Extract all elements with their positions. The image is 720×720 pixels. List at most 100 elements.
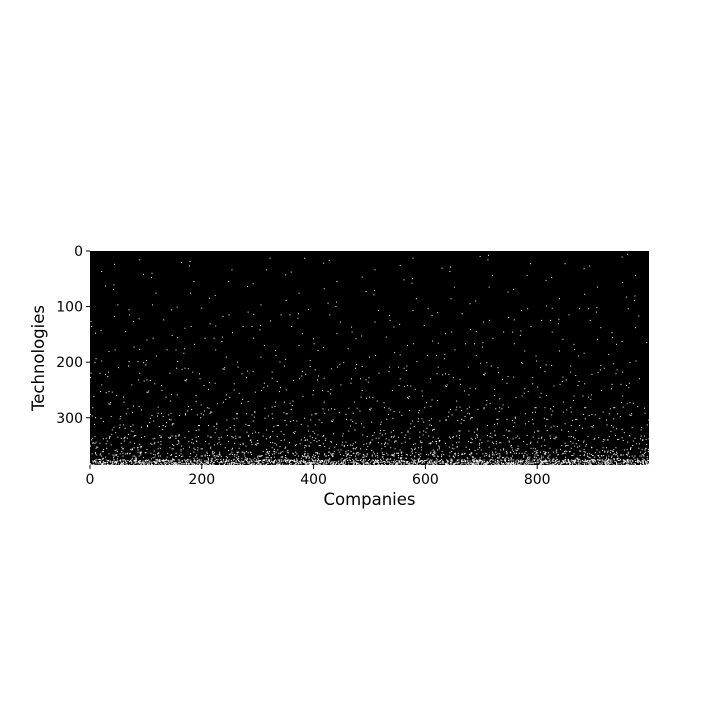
data-point [456, 460, 458, 461]
data-point [111, 391, 113, 393]
data-point [290, 408, 292, 410]
data-point [500, 462, 502, 464]
data-point [148, 464, 150, 466]
data-point [197, 461, 199, 463]
data-point [419, 464, 421, 466]
data-point [320, 461, 322, 463]
data-point [418, 460, 420, 461]
data-point [637, 461, 639, 463]
data-point [343, 362, 345, 364]
data-point [267, 459, 269, 461]
data-point [134, 461, 136, 463]
data-point [626, 463, 628, 465]
data-point [164, 463, 166, 465]
data-point [356, 462, 358, 464]
data-point [204, 337, 206, 339]
data-point [474, 343, 476, 345]
data-point [101, 463, 103, 465]
data-point [646, 458, 648, 460]
data-point [400, 457, 402, 459]
data-point [258, 462, 260, 464]
data-point [637, 461, 639, 463]
data-point [480, 460, 482, 461]
data-point [147, 460, 149, 461]
data-point [340, 384, 342, 386]
data-point [359, 453, 361, 455]
data-point [190, 453, 192, 455]
data-point [473, 460, 475, 461]
data-point [411, 449, 413, 451]
data-point [229, 427, 231, 429]
data-point [613, 458, 615, 460]
data-point [163, 459, 165, 461]
data-point [207, 388, 209, 390]
data-point [316, 460, 318, 462]
data-point [429, 424, 431, 426]
data-point [354, 441, 356, 443]
data-point [507, 376, 509, 378]
data-point [437, 312, 439, 314]
data-point [140, 452, 142, 454]
data-point [483, 407, 485, 409]
data-point [211, 460, 213, 462]
data-point [466, 457, 468, 459]
data-point [187, 464, 189, 466]
data-point [311, 458, 313, 460]
data-point [354, 367, 356, 369]
data-point [521, 461, 523, 463]
data-point [172, 448, 174, 450]
data-point [309, 462, 311, 464]
data-point [181, 460, 183, 461]
data-point [438, 439, 440, 441]
data-point [586, 460, 588, 462]
data-point [433, 452, 435, 454]
data-point [327, 302, 329, 304]
data-point [119, 460, 121, 462]
data-point [352, 412, 354, 414]
data-point [598, 437, 600, 439]
data-point [328, 409, 330, 411]
data-point [469, 406, 470, 408]
data-point [112, 463, 114, 465]
data-point [580, 461, 582, 463]
data-point [458, 441, 460, 443]
data-point [590, 398, 592, 400]
data-point [602, 460, 604, 462]
data-point [521, 452, 523, 454]
data-point [433, 450, 435, 452]
data-point [220, 436, 222, 438]
data-point [377, 309, 379, 311]
data-point [496, 464, 498, 466]
data-point [239, 463, 241, 465]
data-point [616, 343, 618, 345]
data-point [412, 464, 414, 466]
data-point [228, 459, 230, 461]
data-point [101, 455, 103, 457]
data-point [466, 460, 468, 462]
data-point [476, 453, 478, 455]
data-point [204, 454, 206, 456]
data-point [373, 294, 375, 296]
data-point [512, 455, 514, 457]
data-point [598, 462, 600, 464]
data-point [140, 426, 142, 428]
data-point [627, 461, 629, 463]
data-point [418, 409, 420, 411]
data-point [522, 362, 524, 364]
data-point [595, 462, 597, 464]
data-point [200, 404, 202, 406]
data-point [153, 443, 155, 445]
data-point [345, 458, 347, 460]
data-point [572, 454, 574, 456]
data-point [637, 462, 639, 464]
data-point [314, 460, 316, 461]
data-point [256, 444, 258, 446]
data-point [571, 463, 573, 465]
data-point [224, 463, 226, 465]
data-point [138, 460, 140, 462]
data-point [128, 361, 130, 363]
data-point [133, 460, 135, 462]
data-point [116, 461, 118, 463]
data-point [320, 461, 322, 463]
data-point [415, 452, 417, 454]
